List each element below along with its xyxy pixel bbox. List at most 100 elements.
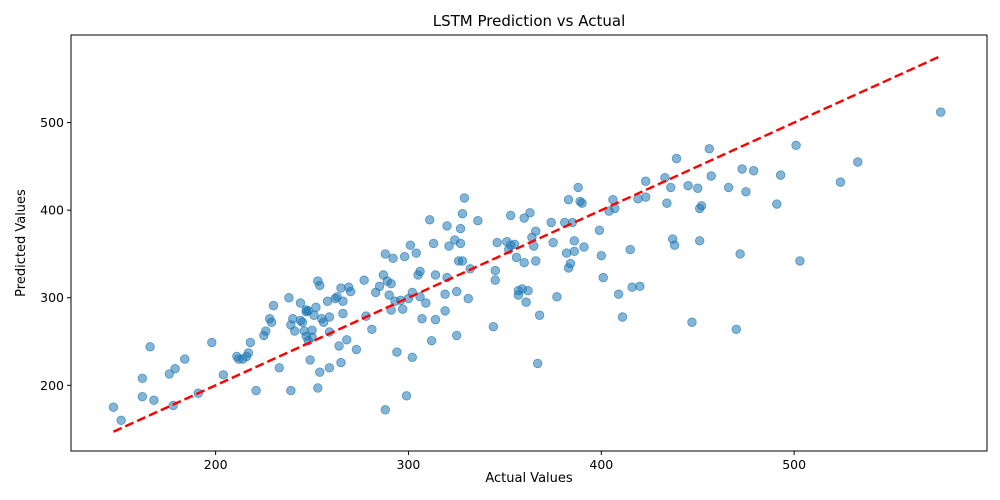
scatter-point <box>430 270 441 280</box>
scatter-point <box>442 221 452 231</box>
scatter-point <box>338 308 348 319</box>
scatter-point <box>490 265 500 276</box>
scatter-point <box>687 317 697 327</box>
scatter-point <box>392 347 402 357</box>
scatter-point <box>315 280 325 291</box>
scatter-point <box>108 402 119 412</box>
scatter-point <box>290 326 300 336</box>
scatter-point <box>694 236 705 246</box>
scatter-point <box>534 310 545 320</box>
points-layer <box>108 107 946 426</box>
scatter-point <box>531 226 541 236</box>
scatter-point <box>345 286 356 297</box>
scatter-point <box>459 193 470 203</box>
scatter-point <box>573 182 583 193</box>
scatter-point <box>338 296 348 306</box>
scatter-point <box>569 236 580 246</box>
scatter-point <box>577 198 587 208</box>
scatter-point <box>613 289 624 299</box>
scatter-point <box>315 367 325 377</box>
scatter-point <box>598 272 608 283</box>
y-tick-label: 500 <box>40 115 64 130</box>
scatter-point <box>723 182 734 193</box>
scatter-point <box>492 237 502 248</box>
scatter-point <box>671 153 682 164</box>
scatter-point <box>336 357 346 368</box>
scatter-point <box>307 325 317 335</box>
scatter-point <box>399 251 410 262</box>
scatter-point <box>525 208 535 218</box>
x-tick-label: 300 <box>397 457 421 472</box>
scatter-point <box>511 252 522 263</box>
scatter-point <box>579 242 589 252</box>
scatter-point <box>243 348 254 358</box>
scatter-point <box>835 177 846 187</box>
y-tick-label: 300 <box>40 290 64 305</box>
scatter-point <box>397 304 408 314</box>
scatter-point <box>288 314 298 324</box>
scatter-point <box>735 249 745 259</box>
scatter-point <box>563 194 574 205</box>
scatter-point <box>426 335 437 346</box>
chart-title: LSTM Prediction vs Actual <box>433 12 626 30</box>
scatter-point <box>415 266 425 277</box>
scatter-point <box>286 385 296 396</box>
scatter-point <box>411 248 421 258</box>
scatter-point <box>683 180 693 191</box>
scatter-point <box>617 312 628 322</box>
scatter-point <box>565 258 576 269</box>
x-tick-label: 400 <box>589 457 613 472</box>
scatter-point <box>367 324 377 334</box>
scatter-point <box>401 391 412 401</box>
reference-line <box>112 54 942 433</box>
scatter-point <box>407 352 418 362</box>
scatter-point <box>451 330 462 341</box>
scatter-point <box>635 281 645 292</box>
scatter-point <box>552 292 562 302</box>
scatter-point <box>640 192 651 202</box>
scatter-point <box>696 201 707 211</box>
scatter-point <box>388 253 398 264</box>
y-axis-label: Predicted Values <box>14 189 29 297</box>
scatter-point <box>853 157 863 167</box>
reference-line-layer <box>112 54 942 433</box>
scatter-point <box>775 170 786 180</box>
scatter-point <box>546 217 556 228</box>
scatter-point <box>137 373 148 384</box>
scatter-point <box>795 256 805 266</box>
scatter-point <box>627 282 637 292</box>
scatter-point <box>274 363 284 373</box>
scatter-point <box>322 296 333 306</box>
y-axis-ticks: 200 300 400 500 <box>40 115 71 393</box>
scatter-point <box>596 250 607 261</box>
scatter-point <box>451 286 462 297</box>
scatter-point <box>772 199 782 209</box>
scatter-point <box>509 239 520 250</box>
x-tick-label: 200 <box>204 457 228 472</box>
scatter-point <box>428 238 439 249</box>
scatter-point <box>336 283 346 293</box>
scatter-point <box>145 342 155 352</box>
scatter-point <box>741 187 751 197</box>
x-axis-label: Actual Values <box>485 471 573 486</box>
scatter-point <box>218 370 229 380</box>
scatter-point <box>266 317 277 327</box>
scatter-point <box>444 241 454 251</box>
scatter-point <box>521 297 531 307</box>
scatter-point <box>455 223 466 234</box>
scatter-point <box>463 293 473 304</box>
scatter-point <box>440 306 450 316</box>
scatter-point <box>625 244 635 255</box>
scatter-point <box>380 405 391 415</box>
scatter-point <box>334 341 344 351</box>
scatter-point <box>455 238 466 249</box>
scatter-point <box>457 208 468 219</box>
scatter-point <box>519 258 529 268</box>
scatter-point <box>164 369 175 379</box>
scatter-point <box>594 225 605 236</box>
scatter-point <box>421 298 431 308</box>
y-tick-label: 200 <box>40 378 64 393</box>
scatter-point <box>532 358 543 369</box>
scatter-point <box>268 300 279 311</box>
